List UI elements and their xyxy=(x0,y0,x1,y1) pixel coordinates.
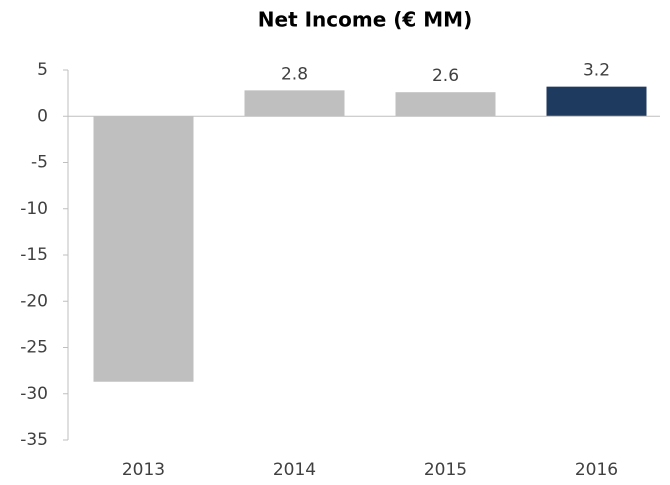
x-tick-label: 2016 xyxy=(575,460,618,480)
data-label: 3.2 xyxy=(583,61,610,81)
y-tick-label: -30 xyxy=(20,384,48,404)
bar xyxy=(244,90,345,117)
data-label: 2.8 xyxy=(281,64,308,84)
y-tick-label: -35 xyxy=(20,430,48,450)
y-tick-label: -5 xyxy=(31,153,48,173)
y-tick-label: 0 xyxy=(37,106,48,126)
y-tick-label: -20 xyxy=(20,291,48,311)
chart-title: Net Income (€ MM) xyxy=(258,8,472,32)
bar xyxy=(546,86,647,117)
y-tick-label: -25 xyxy=(20,338,48,358)
y-tick-label: -15 xyxy=(20,245,48,265)
bar xyxy=(395,92,496,117)
x-tick-label: 2013 xyxy=(122,460,165,480)
data-label: 2.6 xyxy=(432,66,459,86)
x-tick-label: 2015 xyxy=(424,460,467,480)
bar xyxy=(93,116,194,382)
y-tick-label: -10 xyxy=(20,199,48,219)
y-tick-label: 5 xyxy=(37,60,48,80)
x-tick-label: 2014 xyxy=(273,460,316,480)
